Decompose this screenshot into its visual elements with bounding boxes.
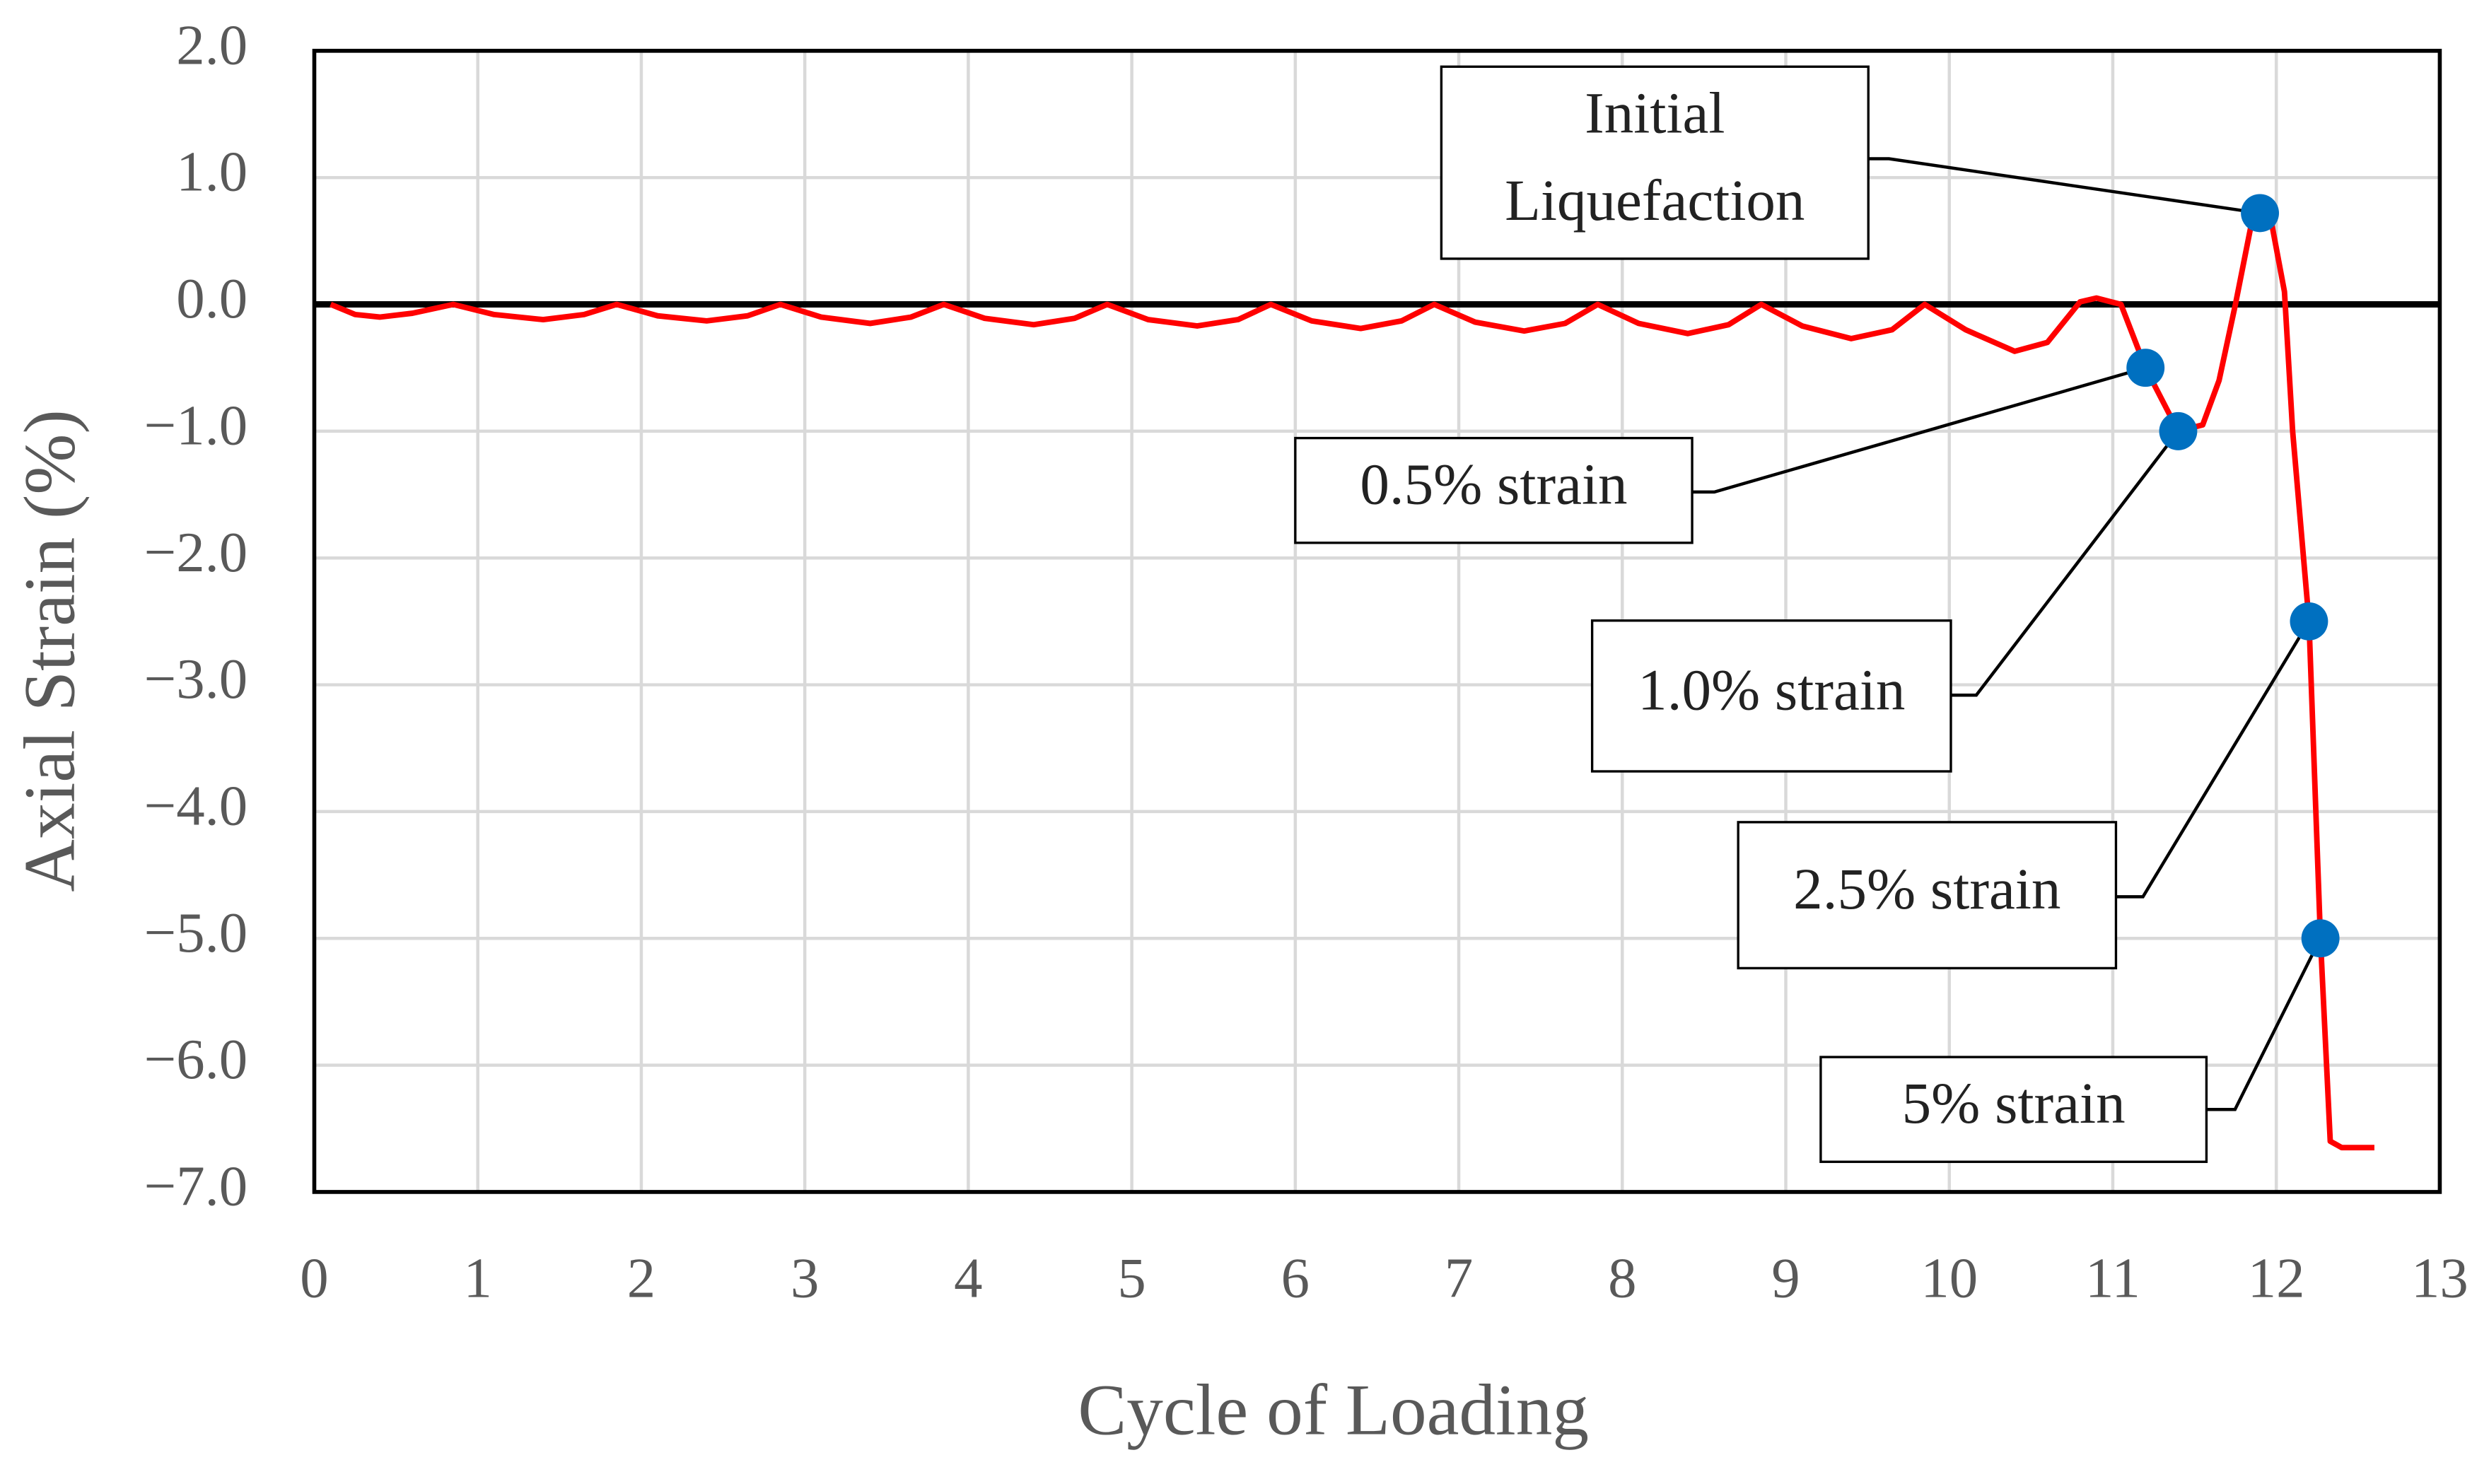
x-tick-label: 12 (2248, 1247, 2305, 1310)
annotation-text: 0.5% strain (1360, 452, 1627, 517)
connector (1692, 366, 2146, 494)
x-tick-label: 10 (1920, 1247, 1978, 1310)
y-tick-label: 1.0 (176, 141, 247, 204)
x-tick-label: 4 (954, 1247, 982, 1310)
connector (2206, 937, 2322, 1111)
annotation-text: 1.0% strain (1638, 657, 1905, 722)
x-tick-label: 8 (1608, 1247, 1636, 1310)
annotation-box (1294, 436, 1694, 544)
plot-border (312, 49, 2442, 1194)
marker (2241, 194, 2279, 233)
annotation-box (1440, 65, 1870, 260)
x-tick-label: 1 (464, 1247, 492, 1310)
marker (2301, 919, 2340, 958)
y-tick-label: −5.0 (144, 901, 248, 964)
marker (2290, 602, 2328, 641)
line (330, 210, 2374, 1151)
y-tick-label: −2.0 (144, 521, 248, 584)
connector (1950, 430, 2180, 697)
connector (1868, 157, 2261, 215)
annotation-text: Initial (1585, 80, 1725, 145)
y-tick-label: −7.0 (144, 1155, 248, 1217)
y-axis-title: Axial Strain (%) (10, 409, 91, 892)
annotation-box (1819, 1056, 2208, 1163)
annotation-box (1737, 821, 2118, 970)
annotation-text: 2.5% strain (1793, 856, 2060, 921)
x-tick-label: 11 (2085, 1247, 2140, 1310)
annotation-box (1590, 619, 1952, 773)
connector (2116, 620, 2311, 899)
y-tick-label: −4.0 (144, 774, 248, 837)
x-tick-label: 7 (1445, 1247, 1473, 1310)
marker (2159, 411, 2198, 450)
x-tick-label: 2 (627, 1247, 655, 1310)
y-tick-label: −6.0 (144, 1028, 248, 1091)
annotation-text: 5% strain (1902, 1070, 2126, 1135)
marker (2126, 349, 2165, 387)
x-tick-label: 3 (791, 1247, 819, 1310)
x-tick-label: 9 (1771, 1247, 1800, 1310)
x-tick-label: 6 (1281, 1247, 1310, 1310)
y-tick-label: −1.0 (144, 394, 248, 457)
y-tick-label: 0.0 (176, 267, 247, 330)
x-tick-label: 0 (300, 1247, 328, 1310)
annotation-text: Liquefaction (1505, 168, 1805, 233)
y-tick-label: −3.0 (144, 648, 248, 711)
x-tick-label: 13 (2411, 1247, 2468, 1310)
x-tick-label: 5 (1117, 1247, 1146, 1310)
x-axis-title: Cycle of Loading (1078, 1369, 1589, 1450)
y-tick-label: 2.0 (176, 13, 247, 76)
